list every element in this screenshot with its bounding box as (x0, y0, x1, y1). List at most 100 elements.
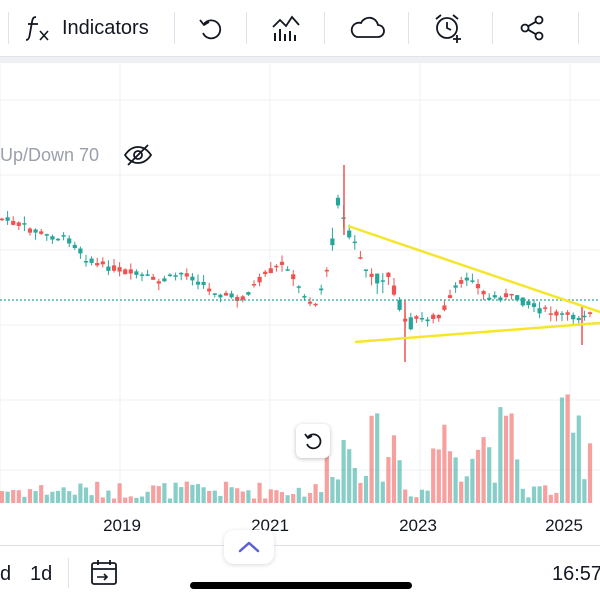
eye-off-icon[interactable] (123, 143, 153, 167)
candle-body (100, 261, 105, 265)
candle-body (72, 244, 77, 248)
candle-body (380, 280, 385, 282)
volume-bar (515, 459, 520, 503)
volume-bar (503, 415, 509, 503)
cloud-button[interactable] (346, 8, 388, 48)
volume-bar (352, 467, 357, 503)
expand-panel-button[interactable] (224, 530, 274, 564)
candle-body (391, 285, 397, 295)
volume-bar (246, 490, 251, 503)
volume-bar (391, 435, 397, 503)
candle-body (212, 293, 217, 295)
indicators-button[interactable]: Indicators (22, 8, 149, 48)
candle-body (89, 258, 94, 263)
candle-body (61, 235, 66, 237)
candle-body (453, 285, 458, 288)
interval-1d[interactable]: 1d (30, 563, 53, 585)
volume-bar (386, 457, 391, 503)
candle-body (296, 286, 301, 288)
toolbar-separator (324, 12, 325, 44)
candle-body (263, 271, 268, 275)
undo-icon (199, 19, 222, 40)
volume-bar (571, 432, 576, 503)
bottom-separator (68, 558, 69, 588)
volume-bar (543, 485, 548, 503)
clock-time: 16:57 (552, 563, 600, 585)
volume-bar (375, 413, 380, 503)
chart-type-button[interactable] (266, 8, 306, 48)
volume-bar (442, 424, 447, 503)
volume-bar (190, 484, 195, 503)
candle-body (123, 269, 128, 275)
volume-bar (11, 490, 16, 503)
calendar-icon[interactable] (88, 558, 120, 593)
candle-body (111, 265, 117, 271)
candle-body (5, 217, 10, 221)
volume-bar (78, 483, 83, 503)
volume-bar (279, 492, 285, 503)
candle-body (22, 223, 27, 225)
volume-bar (50, 491, 55, 503)
volume-bar (403, 489, 408, 503)
volume-bar (268, 489, 273, 503)
candle-body (582, 315, 587, 318)
reset-chart-button[interactable] (296, 424, 330, 458)
candle-body (487, 297, 492, 300)
candle-body (531, 303, 537, 307)
indicators-label: Indicators (62, 16, 149, 39)
candle-body (0, 218, 5, 221)
home-indicator (190, 582, 412, 589)
volume-bar (291, 494, 296, 503)
share-button[interactable] (512, 8, 552, 48)
volume-bar (16, 490, 21, 503)
candle-body (464, 277, 469, 281)
indicator-legend-label: Up/Down 70 (0, 144, 100, 165)
x-axis-tick-label: 2025 (545, 516, 583, 535)
volume-bar (100, 497, 105, 503)
candle-body (459, 280, 464, 284)
volume-bar (520, 488, 525, 503)
volume-bar (481, 437, 486, 503)
candle-body (526, 301, 531, 306)
volume-bar (201, 487, 206, 503)
candle-body (55, 238, 61, 241)
candle-body (324, 269, 329, 272)
interval-d[interactable]: d (0, 563, 12, 585)
volume-bar (559, 397, 565, 503)
volume-bar (285, 495, 290, 503)
volume-bar (369, 415, 374, 503)
volume-bar (195, 484, 201, 503)
volume-bar (44, 494, 49, 503)
candle-body (414, 316, 419, 319)
toolbar-separator (8, 12, 9, 44)
volume-bar (498, 407, 503, 503)
chevron-up-icon (238, 541, 260, 553)
candle-body (134, 271, 139, 275)
volume-bar (347, 449, 352, 503)
indicator-legend[interactable]: Up/Down 70 (0, 140, 153, 170)
undo-button[interactable] (190, 8, 230, 48)
volume-bar (453, 457, 458, 503)
volume-bar (89, 495, 94, 503)
candle-body (330, 238, 335, 246)
alert-button[interactable] (428, 8, 468, 48)
volume-bar (475, 449, 481, 503)
volume-bar (83, 487, 89, 503)
candle-body (548, 313, 553, 315)
volume-bar (223, 481, 229, 503)
volume-bar (358, 482, 363, 503)
volume-bar (173, 482, 178, 503)
volume-bar (151, 485, 156, 503)
candle-body (475, 284, 481, 289)
top-toolbar: Indicators (0, 0, 600, 57)
volume-bar (55, 490, 61, 503)
volume-bar (363, 476, 369, 503)
volume-bar (548, 494, 553, 503)
candle-body (117, 267, 122, 272)
candle-body (554, 311, 559, 316)
price-chart[interactable]: 2019 2021 2023 2025 (0, 63, 600, 543)
share-icon (520, 15, 544, 41)
toolbar-separator (492, 12, 493, 44)
volume-bar (313, 484, 318, 503)
candle-body (246, 292, 251, 295)
